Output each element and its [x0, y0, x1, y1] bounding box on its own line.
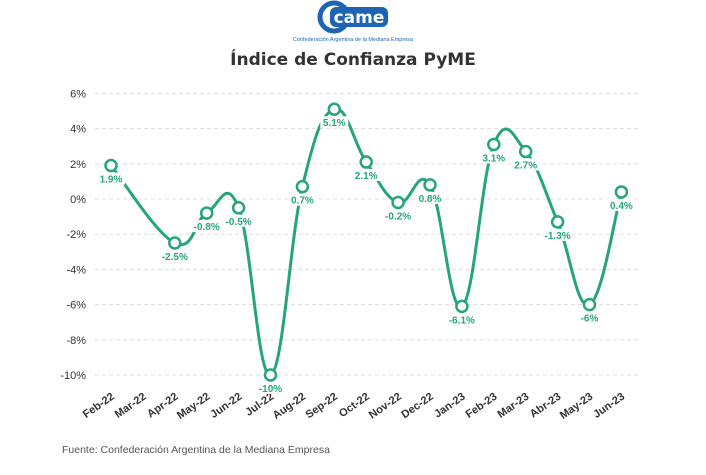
data-label: -2.5%	[162, 252, 188, 263]
x-tick-label: May-23	[558, 391, 595, 422]
data-label-bg	[288, 193, 317, 206]
data-label-bg	[575, 311, 604, 324]
data-point	[518, 144, 533, 159]
x-tick-label: Apr-22	[145, 391, 180, 421]
came-logo: came Confederación Argentina de la Media…	[293, 0, 414, 43]
x-tick-label: May-22	[175, 391, 212, 422]
y-tick-label: 0%	[70, 194, 86, 206]
data-label-bg	[479, 151, 508, 164]
data-label: 0.8%	[419, 194, 442, 205]
data-label-bg	[352, 169, 381, 182]
data-point	[168, 236, 182, 250]
data-label: 2.7%	[514, 160, 537, 171]
data-label-bg	[160, 250, 189, 262]
data-labels: 1.9% -2.5% -0.8% -0.5% -10% 0.7% 5.1% 2.1% -0.2%…	[97, 116, 636, 395]
data-point	[487, 137, 501, 152]
x-tick-label: Jan-23	[432, 391, 467, 421]
data-label-bg	[192, 220, 221, 233]
data-point	[231, 201, 246, 215]
y-tick-label: -2%	[66, 229, 86, 241]
data-label: -0.2%	[385, 212, 411, 223]
x-tick-label: Oct-22	[337, 391, 372, 420]
data-point	[327, 102, 342, 116]
data-point	[550, 215, 565, 229]
data-label: -0.5%	[226, 217, 252, 228]
data-point	[359, 155, 373, 169]
x-tick-label: Nov-22	[367, 391, 404, 422]
data-label: 0.7%	[291, 196, 314, 207]
y-tick-label: -4%	[66, 264, 86, 276]
y-tick-label: 6%	[70, 88, 86, 100]
data-label-bg	[320, 116, 349, 129]
data-label: 5.1%	[323, 118, 346, 129]
y-tick-label: -8%	[66, 335, 86, 347]
x-tick-label: Aug-22	[271, 391, 308, 422]
source-note: Fuente: Confederación Argentina de la Me…	[62, 444, 330, 456]
x-axis-ticks: Feb-22Mar-22Apr-22May-22Jun-22Jul-22Aug-…	[81, 391, 627, 422]
data-point	[582, 297, 597, 312]
data-label: -1.3%	[545, 231, 571, 242]
x-tick-label: Abr-23	[528, 391, 563, 421]
data-label: -6%	[581, 314, 599, 325]
data-point	[455, 299, 469, 314]
y-tick-label: 4%	[70, 124, 86, 136]
logo-wordmark: came	[334, 8, 385, 28]
series-path	[109, 107, 623, 377]
data-label-bg	[416, 191, 444, 204]
data-point	[423, 178, 437, 192]
data-label-bg	[224, 214, 253, 227]
data-point	[295, 179, 310, 194]
y-tick-label: -6%	[66, 300, 86, 312]
data-point	[614, 185, 629, 199]
x-tick-label: Feb-22	[81, 391, 117, 421]
data-label: 2.1%	[355, 171, 378, 182]
data-point	[263, 368, 278, 382]
data-label-bg	[97, 172, 125, 185]
series-line	[109, 107, 623, 377]
data-label-bg	[447, 313, 476, 326]
chart-title: Índice de Confianza PyME	[230, 50, 476, 70]
data-label: -0.8%	[194, 222, 220, 233]
data-label-bg	[511, 158, 540, 171]
x-tick-label: Mar-23	[495, 391, 531, 421]
data-label: -10%	[259, 384, 282, 395]
data-label: 1.9%	[100, 175, 123, 186]
y-tick-label: -10%	[60, 370, 86, 382]
x-tick-label: Mar-22	[113, 391, 149, 421]
x-tick-label: Dec-22	[399, 391, 435, 422]
data-label-bg	[543, 228, 572, 241]
logo-tagline: Confederación Argentina de la Mediana Em…	[293, 37, 414, 43]
data-points	[104, 102, 629, 382]
x-tick-label: Sep-22	[304, 391, 340, 422]
data-label-bg	[384, 209, 413, 222]
y-tick-label: 2%	[70, 159, 86, 171]
data-point	[199, 206, 214, 220]
data-label-bg	[256, 382, 285, 394]
data-label: -6.1%	[449, 315, 475, 326]
data-label: 0.4%	[610, 201, 633, 212]
x-tick-label: Jun-23	[591, 391, 627, 421]
x-tick-label: Jun-22	[208, 391, 244, 421]
data-label-bg	[607, 198, 636, 211]
data-label: 3.1%	[482, 153, 505, 164]
x-tick-label: Feb-23	[464, 391, 500, 421]
data-point	[391, 195, 405, 210]
data-point	[104, 158, 118, 173]
y-axis-ticks: 6% 4% 2% 0% -2% -4% -6% -8% -10%	[60, 88, 86, 382]
